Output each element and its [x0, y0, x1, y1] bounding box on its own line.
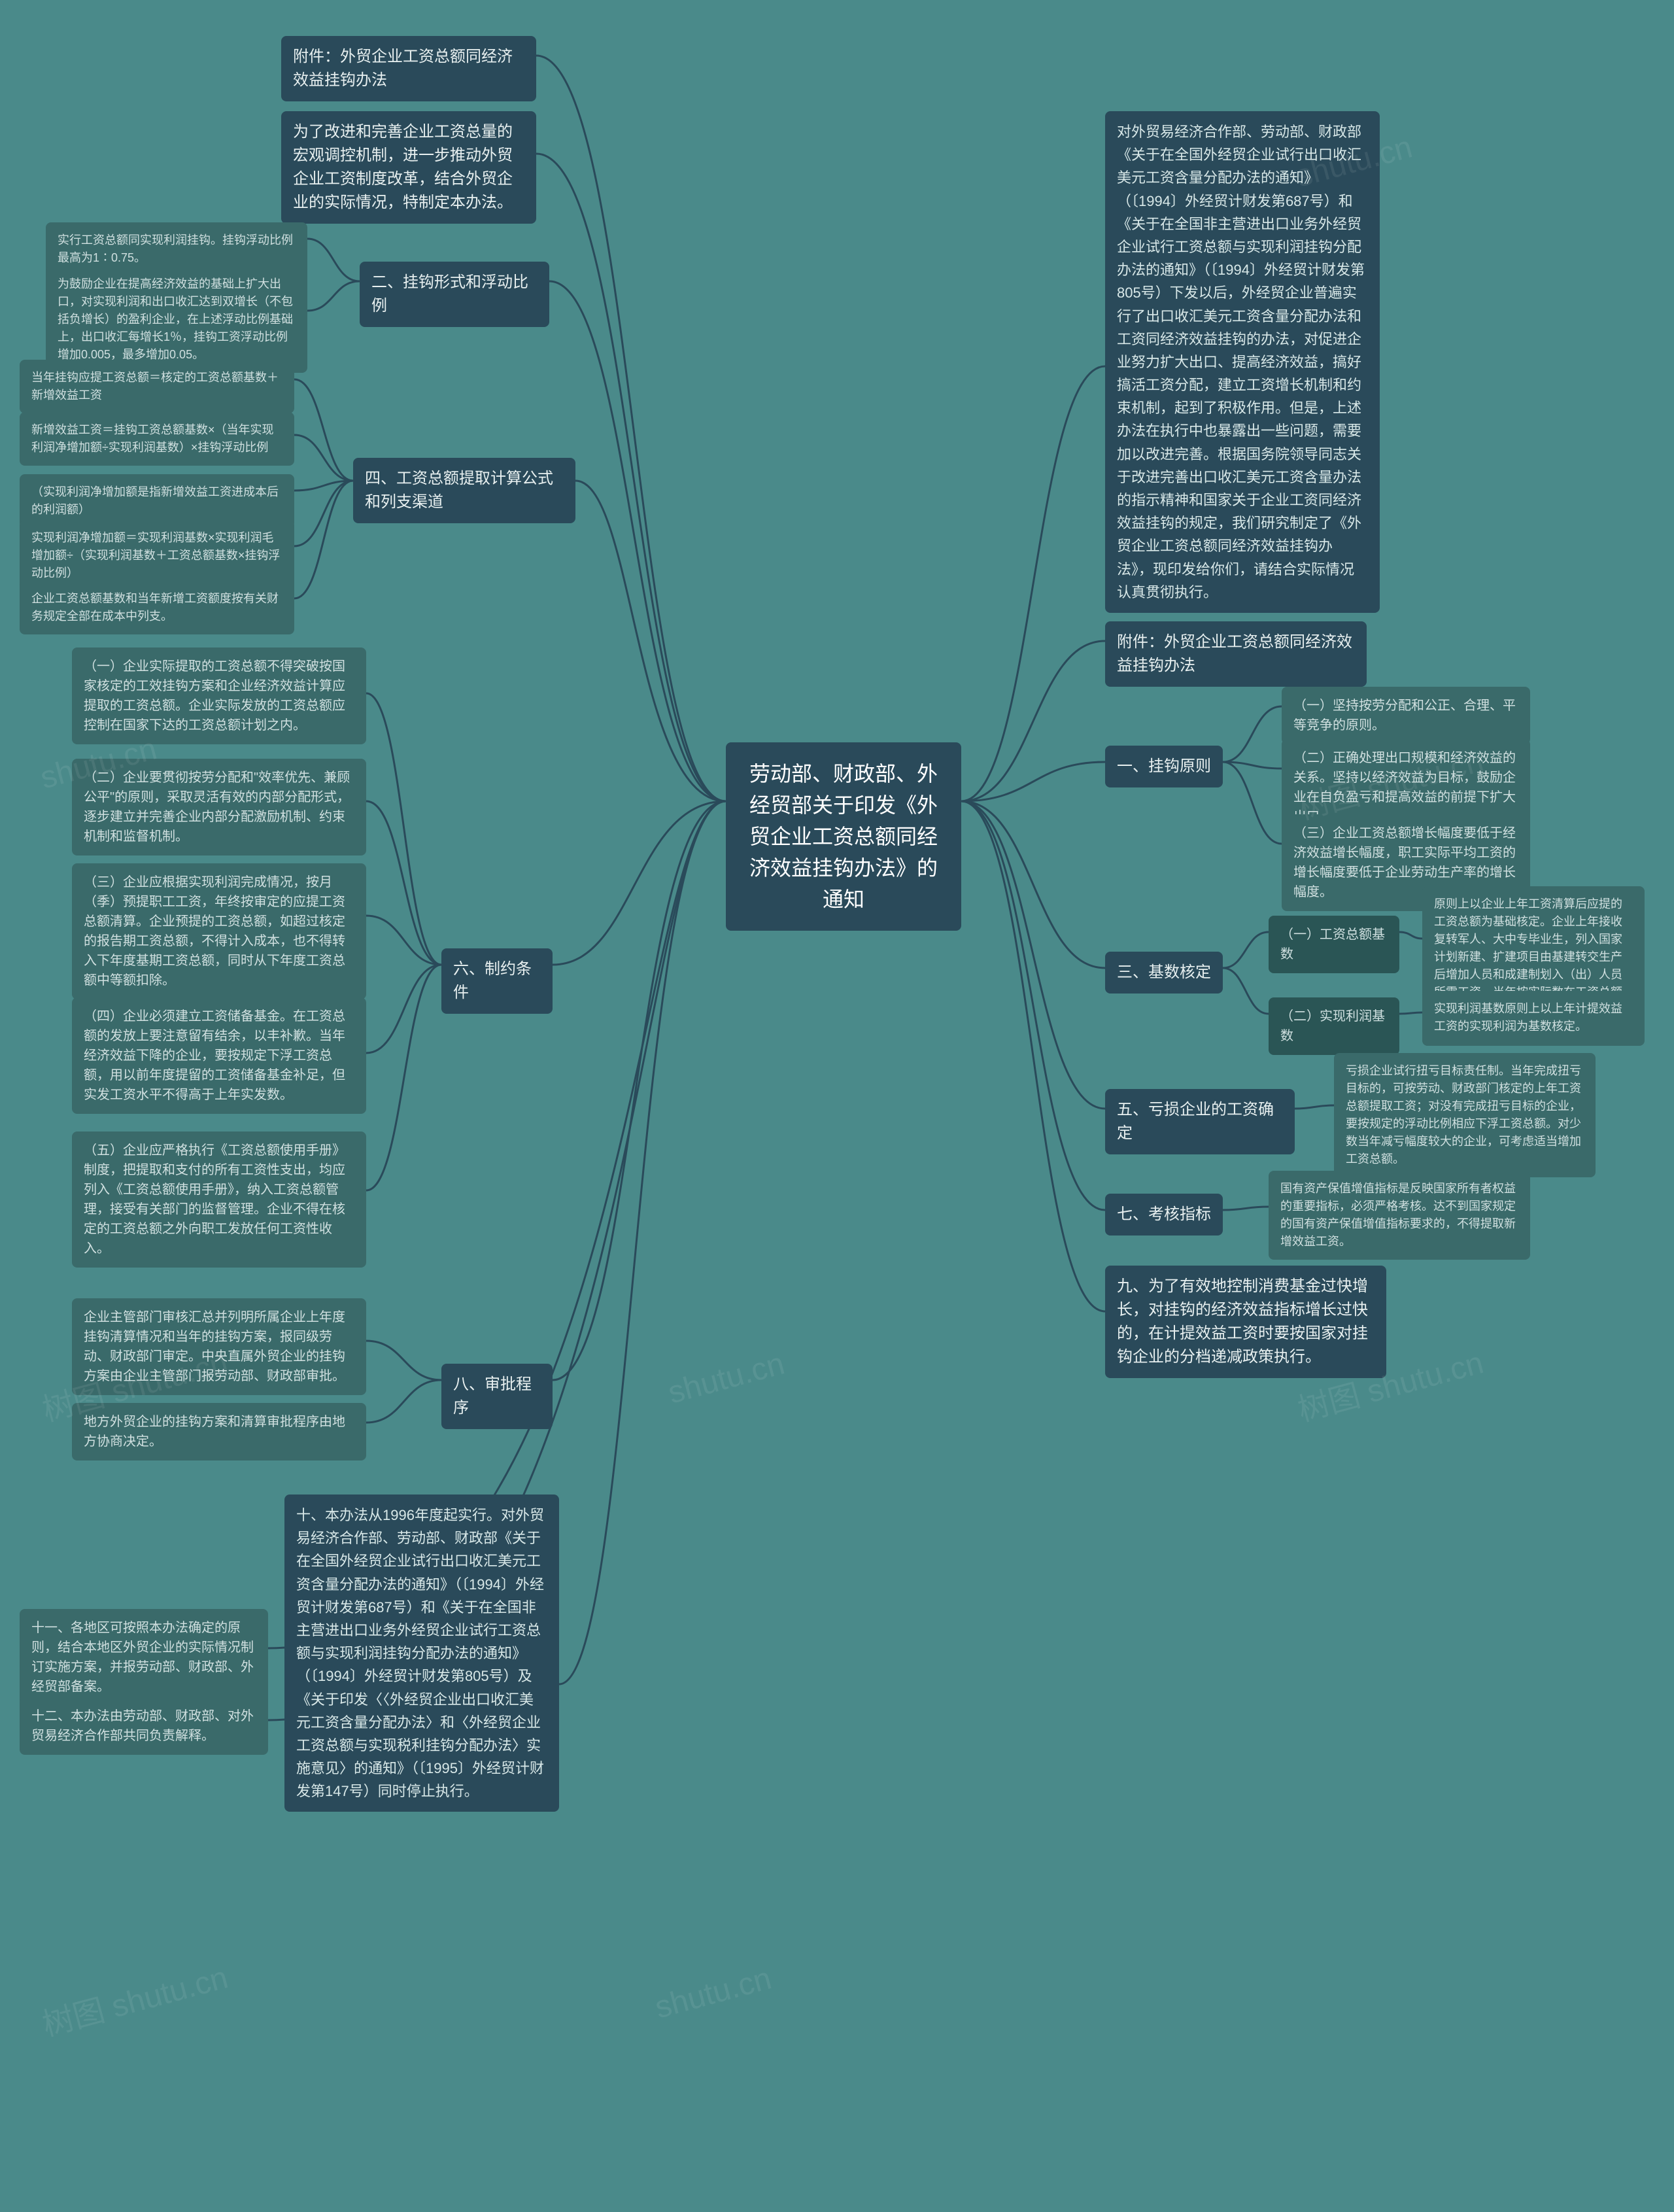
section-9: 九、为了有效地控制消费基金过快增长，对挂钩的经济效益指标增长过快的，在计提效益工…: [1105, 1266, 1386, 1378]
s4-item-5: 企业工资总额基数和当年新增工资额度按有关财务规定全部在成本中列支。: [20, 581, 294, 634]
s5-text: 亏损企业试行扭亏目标责任制。当年完成扭亏目标的，可按劳动、财政部门核定的上年工资…: [1334, 1053, 1596, 1177]
s3-item-2-label: （二）实现利润基数: [1269, 997, 1399, 1055]
section-12: 十二、本办法由劳动部、财政部、对外贸易经济合作部共同负责解释。: [20, 1697, 268, 1755]
s7-text: 国有资产保值增值指标是反映国家所有者权益的重要指标，必须严格考核。达不到国家规定…: [1269, 1171, 1530, 1260]
section-11: 十一、各地区可按照本办法确定的原则，结合本地区外贸企业的实际情况制订实施方案，并…: [20, 1609, 268, 1706]
section-10: 十、本办法从1996年度起实行。对外贸易经济合作部、劳动部、财政部《关于在全国外…: [284, 1495, 559, 1812]
root-node: 劳动部、财政部、外经贸部关于印发《外贸企业工资总额同经济效益挂钩办法》的通知: [726, 742, 961, 931]
section-5: 五、亏损企业的工资确定: [1105, 1089, 1295, 1154]
section-3: 三、基数核定: [1105, 952, 1223, 994]
section-8: 八、审批程序: [441, 1364, 553, 1429]
s2-item-2: 为鼓励企业在提高经济效益的基础上扩大出口，对实现利润和出口收汇达到双增长（不包括…: [46, 266, 307, 373]
s6-item-4: （四）企业必须建立工资储备基金。在工资总额的发放上要注意留有结余，以丰补歉。当年…: [72, 997, 366, 1114]
s4-item-2: 新增效益工资＝挂钩工资总额基数×（当年实现利润净增加额÷实现利润基数）×挂钩浮动…: [20, 412, 294, 466]
s6-item-1: （一）企业实际提取的工资总额不得突破按国家核定的工效挂钩方案和企业经济效益计算应…: [72, 648, 366, 744]
purpose: 为了改进和完善企业工资总量的宏观调控机制，进一步推动外贸企业工资制度改革，结合外…: [281, 111, 536, 224]
section-7: 七、考核指标: [1105, 1194, 1223, 1236]
s3-item-1-label: （一）工资总额基数: [1269, 916, 1399, 973]
intro-text: 对外贸易经济合作部、劳动部、财政部《关于在全国外经贸企业试行出口收汇美元工资含量…: [1105, 111, 1380, 613]
s8-item-1: 企业主管部门审核汇总并列明所属企业上年度挂钩清算情况和当年的挂钩方案，报同级劳动…: [72, 1298, 366, 1395]
s6-item-2: （二）企业要贯彻按劳分配和"效率优先、兼顾公平"的原则，采取灵活有效的内部分配形…: [72, 759, 366, 855]
section-2: 二、挂钩形式和浮动比例: [360, 262, 549, 327]
s3-item-2-text: 实现利润基数原则上以上年计提效益工资的实现利润为基数核定。: [1422, 991, 1645, 1045]
attachment-right: 附件：外贸企业工资总额同经济效益挂钩办法: [1105, 621, 1367, 687]
s1-item-1: （一）坚持按劳分配和公正、合理、平等竞争的原则。: [1282, 687, 1530, 744]
watermark: 树图 shutu.cn: [37, 1952, 232, 2045]
attachment-left: 附件：外贸企业工资总额同经济效益挂钩办法: [281, 36, 536, 101]
s6-item-5: （五）企业应严格执行《工资总额使用手册》制度，把提取和支付的所有工资性支出，均应…: [72, 1132, 366, 1268]
watermark: shutu.cn: [664, 1345, 789, 1411]
watermark: shutu.cn: [651, 1960, 776, 2026]
s4-item-1: 当年挂钩应提工资总额＝核定的工资总额基数＋新增效益工资: [20, 360, 294, 413]
s8-item-2: 地方外贸企业的挂钩方案和清算审批程序由地方协商决定。: [72, 1403, 366, 1460]
section-4: 四、工资总额提取计算公式和列支渠道: [353, 458, 575, 523]
section-1: 一、挂钩原则: [1105, 746, 1223, 787]
section-6: 六、制约条件: [441, 948, 553, 1014]
s6-item-3: （三）企业应根据实现利润完成情况，按月（季）预提职工工资，年终按审定的应提工资总…: [72, 863, 366, 999]
